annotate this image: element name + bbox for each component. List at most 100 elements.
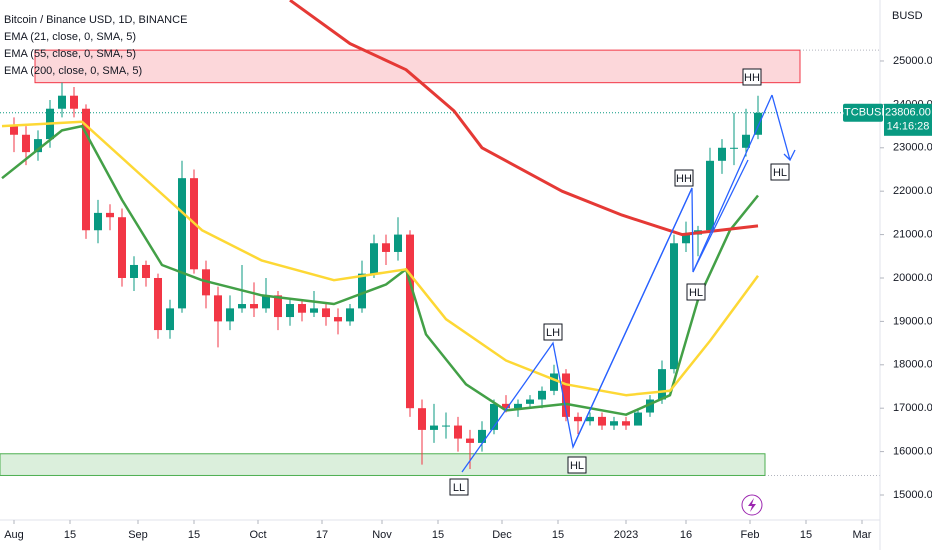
pattern-arrow: [771, 94, 796, 162]
indicator-line: [289, 0, 759, 237]
candle-body: [586, 416, 594, 422]
pattern-label-box: [770, 163, 790, 181]
x-tick-label: Dec: [492, 529, 512, 541]
candle-body: [682, 234, 690, 244]
pattern-line: [692, 159, 749, 273]
candle-body: [418, 408, 426, 430]
pattern-label: HH: [744, 72, 760, 84]
x-tick-label: 2023: [614, 529, 638, 541]
candle-body: [754, 112, 762, 135]
candle-body: [274, 295, 282, 318]
candle-body: [34, 139, 42, 153]
candle-body: [250, 304, 258, 309]
x-tick-label: 15: [432, 529, 444, 541]
candle-body: [370, 243, 378, 274]
price-badge-countdown: 14:16:28: [887, 121, 930, 133]
event-icon-bolt: [748, 498, 756, 512]
x-tick-label: Mar: [853, 529, 872, 541]
pattern-label: LH: [546, 327, 560, 339]
candle-body: [346, 308, 354, 322]
y-tick-label: 16000.00: [893, 446, 932, 458]
candle-body: [322, 308, 330, 318]
candle-body: [430, 425, 438, 430]
candle-body: [550, 373, 558, 391]
x-tick-label: 17: [316, 529, 328, 541]
x-tick-label: Feb: [741, 529, 760, 541]
candle-body: [118, 217, 126, 278]
candle-body: [442, 425, 450, 427]
candle-body: [526, 399, 534, 404]
pattern-label: HL: [773, 167, 787, 179]
y-tick-label: 21000.00: [893, 228, 932, 240]
candle-body: [22, 134, 30, 153]
pattern-label-box: [567, 456, 587, 474]
candle-body: [574, 416, 582, 422]
candle-body: [538, 390, 546, 400]
candle-body: [658, 369, 666, 400]
pattern-label: HL: [689, 287, 703, 299]
x-tick-label: 15: [64, 529, 76, 541]
pattern-label: LL: [453, 482, 465, 494]
y-tick-label: 22000.00: [893, 185, 932, 197]
pattern-line: [572, 187, 693, 448]
y-axis-unit: BUSD: [892, 10, 923, 22]
candle-body: [706, 160, 714, 231]
pattern-label: HL: [570, 460, 584, 472]
candle-body: [238, 304, 246, 309]
candle-body: [58, 95, 66, 109]
price-badge-value: 23806.00: [885, 107, 931, 119]
price-badge-symbol: [843, 103, 883, 122]
candle-body: [454, 425, 462, 439]
y-tick-label: 20000.00: [893, 272, 932, 284]
candle-body: [154, 277, 162, 331]
x-tick-label: Nov: [372, 529, 392, 541]
x-tick-label: 15: [552, 529, 564, 541]
y-tick-label: 19000.00: [893, 315, 932, 327]
pattern-label-box: [674, 169, 694, 187]
legend-entry: EMA (21, close, 0, SMA, 5): [4, 31, 136, 43]
pattern-label-box: [449, 478, 469, 496]
candle-body: [598, 416, 606, 426]
candle-body: [334, 317, 342, 322]
y-tick-label: 15000.00: [893, 489, 932, 501]
legend-entry: EMA (200, close, 0, SMA, 5): [4, 65, 142, 77]
legend-title: Bitcoin / Binance USD, 1D, BINANCE: [4, 14, 187, 26]
x-tick-label: 15: [800, 529, 812, 541]
candle-body: [262, 295, 270, 309]
candle-body: [634, 412, 642, 426]
candle-body: [406, 234, 414, 409]
x-tick-label: 15: [188, 529, 200, 541]
candle-body: [10, 126, 18, 135]
candle-body: [466, 438, 474, 443]
y-tick-label: 23000.00: [893, 142, 932, 154]
candle-body: [310, 308, 318, 313]
candle-body: [226, 308, 234, 322]
y-tick-label: 18000.00: [893, 359, 932, 371]
zone: [34, 49, 801, 84]
candle-body: [502, 403, 510, 409]
candle-body: [382, 243, 390, 252]
candle-body: [478, 429, 486, 443]
candle-body: [82, 108, 90, 231]
x-tick-label: 16: [680, 529, 692, 541]
candle-body: [358, 273, 366, 309]
x-tick-label: Sep: [128, 529, 148, 541]
candle-body: [718, 147, 726, 161]
candle-body: [70, 95, 78, 109]
y-tick-label: 25000.00: [893, 55, 932, 67]
candle-body: [646, 399, 654, 413]
legend-entry: EMA (55, close, 0, SMA, 5): [4, 48, 136, 60]
candle-body: [166, 308, 174, 331]
zone: [0, 453, 766, 476]
candle-body: [730, 147, 738, 149]
candle-body: [214, 295, 222, 322]
candle-body: [286, 304, 294, 318]
candle-body: [106, 212, 114, 218]
pattern-label: HH: [676, 173, 692, 185]
candle-body: [610, 421, 618, 426]
candle-body: [742, 134, 750, 148]
candle-body: [490, 403, 498, 430]
candle-body: [670, 243, 678, 370]
